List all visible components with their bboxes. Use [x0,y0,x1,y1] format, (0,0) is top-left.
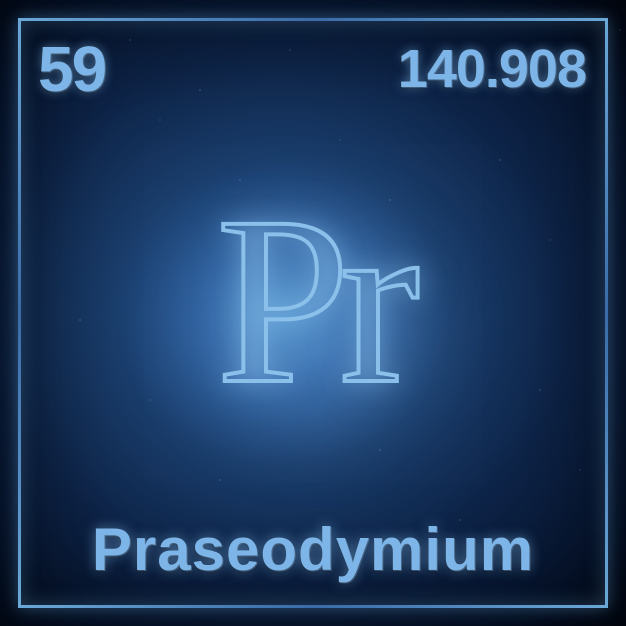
atomic-number: 59 [38,32,105,106]
element-symbol: Pr [216,180,409,420]
element-name: Praseodymium [92,515,534,584]
atomic-mass: 140.908 [398,38,586,100]
element-tile: 59 140.908 Pr Pr Praseodymium [0,0,626,626]
